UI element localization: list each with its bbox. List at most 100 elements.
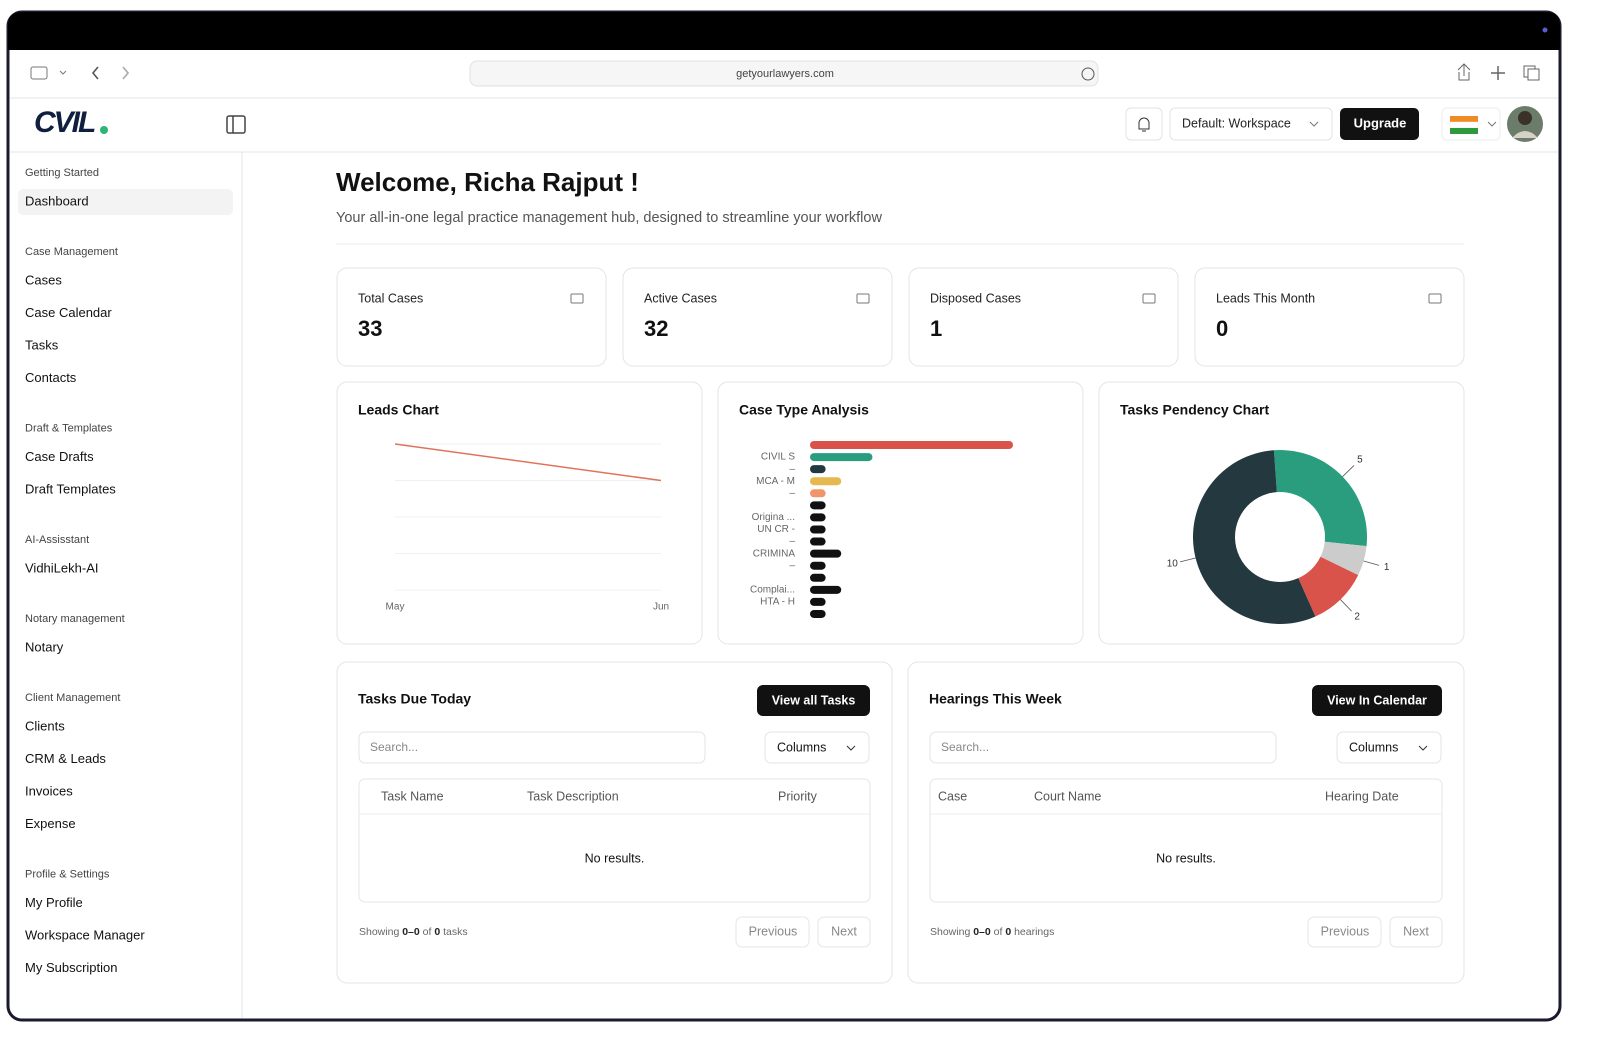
previous-label[interactable]: Previous [749, 924, 798, 938]
address-bar[interactable] [469, 60, 1099, 87]
primary-button-label[interactable]: View all Tasks [772, 693, 856, 707]
notification-button[interactable] [1125, 107, 1163, 141]
previous-button[interactable] [735, 916, 810, 948]
bar [810, 477, 842, 486]
welcome-title: Welcome, Richa Rajput ! [336, 167, 639, 197]
bar [810, 501, 826, 510]
nav-item[interactable]: Case Drafts [25, 449, 94, 464]
workspace-dropdown[interactable] [1169, 107, 1333, 141]
columns-button[interactable] [1336, 731, 1442, 764]
nav-item[interactable]: Case Calendar [25, 305, 112, 320]
bar [810, 549, 842, 558]
logo-dot [100, 126, 108, 134]
content: getyourlawyers.com CVIL Default: Workspace… [25, 68, 1465, 984]
bar [810, 465, 826, 474]
bar [810, 453, 873, 462]
nav-item[interactable]: Invoices [25, 783, 73, 798]
camera-dot [1542, 27, 1548, 33]
active-nav-bg [18, 189, 233, 215]
nav-item[interactable]: Draft Templates [25, 481, 116, 496]
nav-section-title: Draft & Templates [25, 422, 113, 434]
pie-slice [1320, 541, 1367, 576]
table-box [929, 778, 1443, 903]
nav-item[interactable]: Dashboard [25, 193, 89, 208]
next-button[interactable] [1389, 916, 1443, 948]
sidebar-toggle-icon[interactable] [30, 66, 48, 80]
slice-label: 5 [1357, 455, 1363, 466]
summary-part: tasks [440, 926, 467, 938]
primary-button[interactable] [1312, 685, 1442, 716]
nav-item[interactable]: Clients [25, 718, 65, 733]
tabs-icon [1527, 68, 1540, 81]
chevron [1487, 121, 1497, 127]
nav-item[interactable]: CRM & Leads [25, 751, 106, 766]
title-bar [8, 12, 1560, 50]
table-box [358, 778, 871, 903]
stat-value: 0 [1216, 316, 1228, 341]
nav-item[interactable]: Cases [25, 272, 62, 287]
card [908, 267, 1179, 367]
bar [810, 513, 826, 522]
nav-item[interactable]: Expense [25, 816, 76, 831]
columns-label[interactable]: Columns [777, 740, 826, 754]
back-button[interactable] [91, 66, 99, 80]
nav-item[interactable]: Notary [25, 639, 64, 654]
next-label[interactable]: Next [1403, 924, 1429, 938]
nav-item[interactable]: VidhiLekh-AI [25, 560, 98, 575]
nav-item[interactable]: Contacts [25, 370, 77, 385]
stat-value: 32 [644, 316, 668, 341]
upgrade-label[interactable]: Upgrade [1354, 115, 1407, 130]
nav-item[interactable]: Workspace Manager [25, 927, 145, 942]
forward-button[interactable] [122, 66, 130, 80]
logo: CVIL [34, 106, 95, 139]
bar [810, 561, 826, 570]
y-tick-label: – [789, 488, 795, 499]
table-title: Hearings This Week [929, 691, 1062, 707]
reload-icon[interactable] [1081, 67, 1095, 81]
bar [810, 585, 842, 594]
nav-item[interactable]: My Subscription [25, 960, 117, 975]
empty-state: No results. [1156, 851, 1216, 865]
flag [1449, 121, 1479, 129]
pagination-summary: Showing 0–0 of 0 hearings [930, 926, 1054, 938]
search-placeholder: Search... [370, 740, 418, 754]
share-icon[interactable] [1457, 63, 1471, 81]
summary-part: hearings [1011, 926, 1054, 938]
flag [1450, 128, 1478, 134]
collapse-sidebar-button[interactable] [226, 115, 246, 134]
y-tick-label: MCA - M [756, 476, 795, 487]
bell-icon [1138, 117, 1150, 132]
column-header: Case [938, 789, 967, 803]
stat-icon [570, 293, 584, 304]
new-tab-icon[interactable] [1491, 66, 1505, 80]
nav-item[interactable]: Tasks [25, 337, 59, 352]
previous-label[interactable]: Previous [1321, 924, 1370, 938]
nav-item[interactable]: My Profile [25, 895, 83, 910]
summary-part: 0–0 [399, 926, 420, 938]
y-tick-label: – [789, 464, 795, 475]
primary-button-label[interactable]: View In Calendar [1327, 693, 1427, 707]
columns-button[interactable] [764, 731, 870, 764]
pie-slice [1298, 556, 1359, 617]
workspace-label: Default: Workspace [1182, 116, 1291, 130]
pie-slice [1193, 450, 1316, 624]
primary-button[interactable] [757, 685, 870, 716]
previous-button[interactable] [1307, 916, 1382, 948]
avatar [1512, 131, 1538, 138]
bar [810, 609, 826, 618]
leader-line [1340, 599, 1352, 612]
line [394, 443, 662, 482]
y-tick-label: Origina ... [752, 512, 795, 523]
next-button[interactable] [817, 916, 871, 948]
search-input[interactable] [929, 731, 1277, 764]
y-tick-label: CIVIL S [761, 452, 795, 463]
empty-state: No results. [585, 851, 645, 865]
y-tick-label: Complai... [750, 584, 795, 595]
columns-label[interactable]: Columns [1349, 740, 1398, 754]
y-tick-label: HTA - H [760, 597, 795, 608]
upgrade-button[interactable] [1340, 108, 1419, 140]
nav-section-title: Client Management [25, 692, 120, 704]
search-input[interactable] [358, 731, 706, 764]
next-label[interactable]: Next [831, 924, 857, 938]
